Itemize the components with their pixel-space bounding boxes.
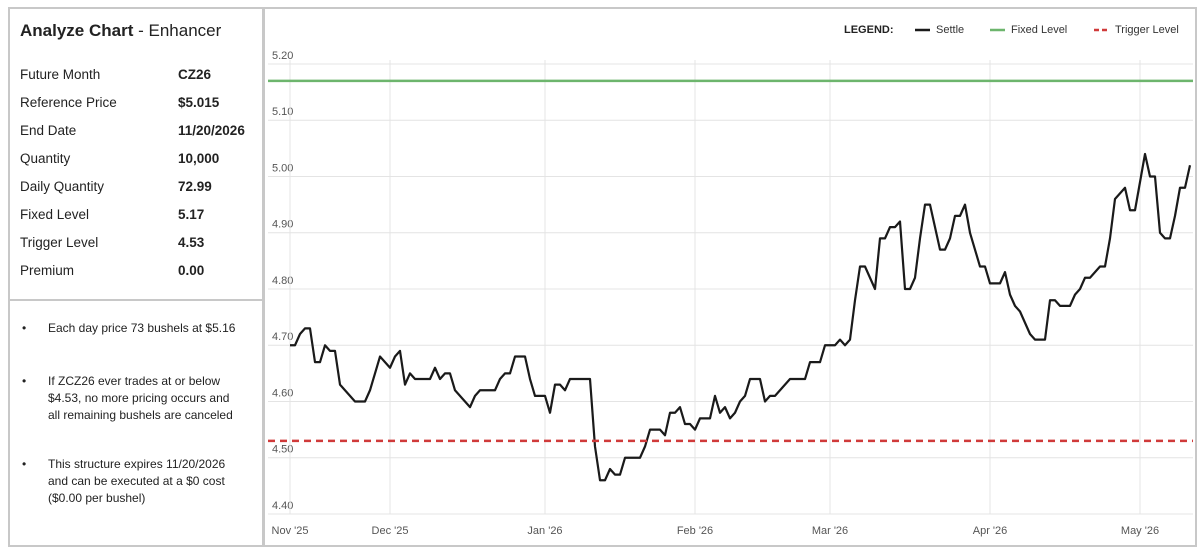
note: This structure expires 11/20/2026 and ca… [22, 456, 244, 507]
info-label: Daily Quantity [20, 179, 105, 194]
subtitle: - Enhancer [138, 21, 222, 40]
info-row: End Date 11/20/2026 [20, 123, 245, 138]
y-tick-label: 4.70 [272, 331, 293, 343]
info-label: Fixed Level [20, 207, 90, 222]
info-row: Premium 0.00 [20, 263, 204, 278]
info-label: Future Month [20, 67, 101, 82]
info-label: Quantity [20, 151, 71, 166]
info-value: 10,000 [178, 151, 220, 166]
info-label: Trigger Level [20, 235, 99, 250]
y-tick-label: 5.20 [272, 50, 293, 62]
info-row: Daily Quantity 72.99 [20, 179, 212, 194]
x-tick-label: May '26 [1121, 525, 1159, 537]
settle-line [290, 152, 1192, 482]
info-label: End Date [20, 123, 77, 138]
note: If ZCZ26 ever trades at or below $4.53, … [22, 373, 244, 424]
legend-label: Trigger Level [1115, 24, 1179, 36]
x-tick-label: Jan '26 [527, 525, 562, 537]
info-value: CZ26 [178, 67, 212, 82]
info-value: 11/20/2026 [178, 123, 245, 138]
info-panel: Analyze Chart - Enhancer Future Month CZ2… [8, 7, 264, 547]
chart-panel [263, 7, 1197, 547]
y-tick-label: 5.00 [272, 162, 293, 174]
info-label: Reference Price [20, 95, 117, 110]
divider [10, 299, 262, 301]
y-tick-label: 4.60 [272, 387, 293, 399]
x-tick-label: Nov '25 [272, 525, 309, 537]
info-value: 4.53 [178, 235, 205, 250]
y-tick-label: 5.10 [272, 106, 293, 118]
y-tick-label: 4.90 [272, 219, 293, 231]
info-row: Fixed Level 5.17 [20, 207, 204, 222]
panel-title: Analyze Chart - Enhancer [20, 21, 221, 41]
y-tick-label: 4.50 [272, 444, 293, 456]
info-label: Premium [20, 263, 75, 278]
x-tick-label: Apr '26 [973, 525, 1008, 537]
legend-label: Fixed Level [1011, 24, 1067, 36]
info-row: Future Month CZ26 [20, 67, 211, 82]
legend-title: LEGEND: [844, 24, 894, 36]
title: Analyze Chart [20, 21, 134, 40]
info-value: 0.00 [178, 263, 205, 278]
y-tick-label: 4.40 [272, 500, 293, 512]
info-row: Quantity 10,000 [20, 151, 219, 166]
info-value: 5.17 [178, 207, 205, 222]
x-tick-label: Dec '25 [372, 525, 409, 537]
note: Each day price 73 bushels at $5.16 [22, 320, 244, 337]
info-value: 72.99 [178, 179, 212, 194]
legend-label: Settle [936, 24, 964, 36]
info-row: Trigger Level 4.53 [20, 235, 204, 250]
x-tick-label: Feb '26 [677, 525, 713, 537]
info-value: $5.015 [178, 95, 220, 110]
info-row: Reference Price $5.015 [20, 95, 219, 110]
y-tick-label: 4.80 [272, 275, 293, 287]
x-tick-label: Mar '26 [812, 525, 848, 537]
